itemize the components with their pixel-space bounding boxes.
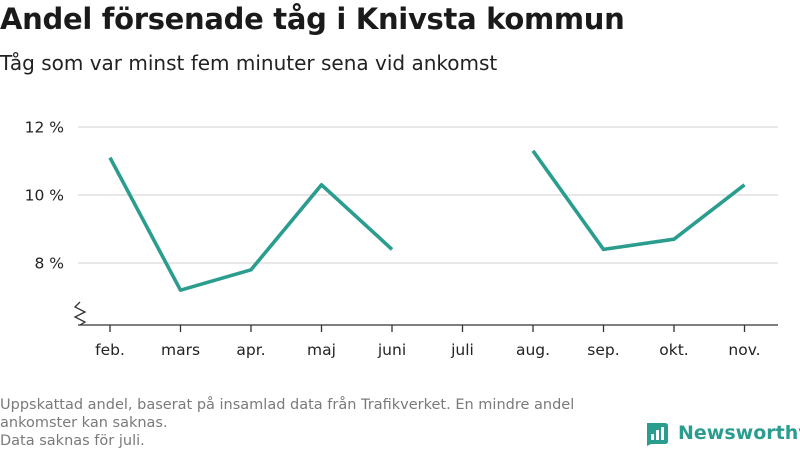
x-tick-label: nov. [728, 341, 760, 359]
footnote-line-3: Data saknas för juli. [0, 433, 145, 449]
axis-break-icon [73, 301, 87, 326]
footnote-line-1: Uppskattad andel, baserat på insamlad da… [0, 397, 575, 413]
footnote-line-2: ankomster kan saknas. [0, 415, 168, 431]
y-tick-label: 10 % [25, 187, 64, 205]
chart-title: Andel försenade tåg i Knivsta kommun [0, 2, 625, 36]
x-tick-label: juni [377, 341, 406, 359]
footnote: Uppskattad andel, baserat på insamlad da… [0, 396, 640, 450]
line-chart: 8 % 10 % 12 % feb. mars apr. maj juni juli aug. se… [25, 119, 778, 359]
chart-subtitle: Tåg som var minst fem minuter sena vid a… [0, 51, 498, 75]
x-tick-label: sep. [587, 341, 619, 359]
x-tick-label: aug. [516, 341, 550, 359]
x-tick-label: juli [450, 341, 474, 359]
x-tick-label: mars [161, 341, 200, 359]
series-line [108, 156, 394, 293]
brand-logo: Newsworthy [644, 420, 800, 446]
x-tick-label: apr. [236, 341, 265, 359]
x-tick-label: maj [307, 341, 336, 359]
y-tick-label: 12 % [25, 119, 64, 137]
x-tick-label: feb. [95, 341, 125, 359]
bar-chart-logo-icon [647, 423, 668, 446]
x-tick-label: okt. [659, 341, 688, 359]
brand-name: Newsworthy [678, 422, 800, 444]
y-tick-label: 8 % [34, 255, 64, 273]
series-line [531, 149, 746, 252]
